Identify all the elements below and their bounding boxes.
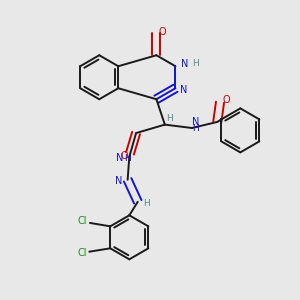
Text: Cl: Cl — [77, 248, 87, 258]
Text: H: H — [192, 59, 198, 68]
Text: N: N — [180, 85, 188, 95]
Text: H: H — [124, 154, 131, 163]
Text: N: N — [116, 176, 123, 187]
Text: O: O — [159, 26, 166, 37]
Text: H: H — [143, 199, 150, 208]
Text: N: N — [116, 154, 124, 164]
Text: H: H — [192, 124, 199, 133]
Text: N: N — [181, 58, 189, 68]
Text: N: N — [192, 117, 199, 127]
Text: O: O — [120, 151, 128, 161]
Text: O: O — [222, 94, 230, 105]
Text: H: H — [167, 114, 173, 123]
Text: Cl: Cl — [78, 216, 87, 226]
